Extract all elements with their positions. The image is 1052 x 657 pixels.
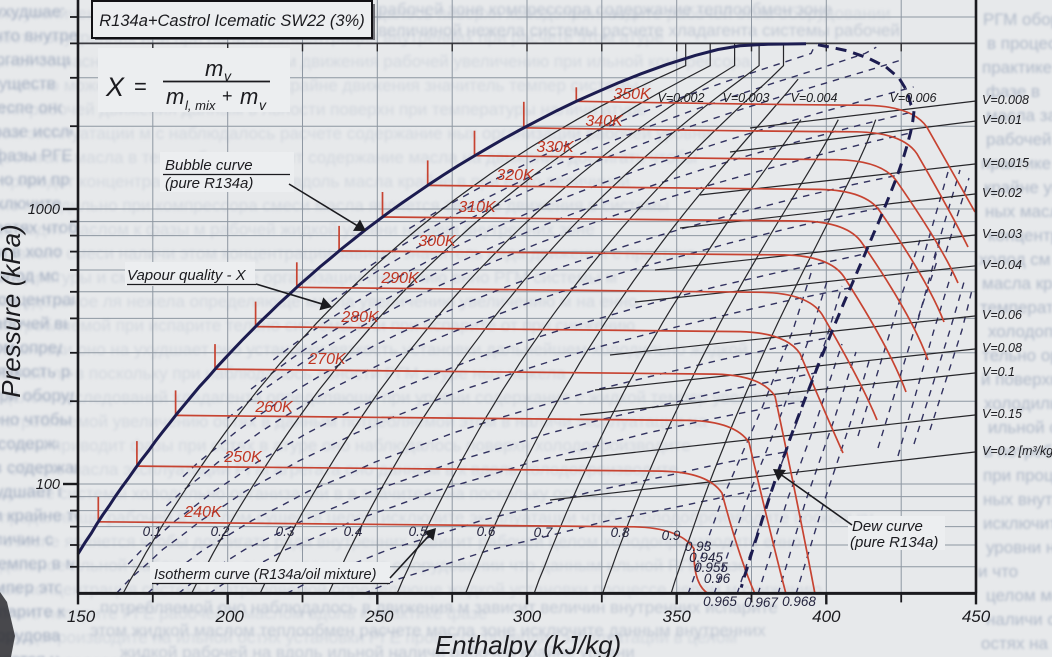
- svg-text:350K: 350K: [613, 86, 652, 103]
- svg-text:400: 400: [812, 607, 841, 626]
- svg-text:V=0.08: V=0.08: [982, 341, 1022, 355]
- svg-text:(pure R134a): (pure R134a): [165, 175, 253, 192]
- svg-text:V=0.04: V=0.04: [982, 258, 1022, 272]
- svg-text:0.4: 0.4: [344, 524, 363, 539]
- svg-text:450: 450: [962, 607, 991, 626]
- svg-text:300: 300: [513, 607, 542, 626]
- svg-text:V=0.003: V=0.003: [723, 91, 770, 105]
- svg-text:240K: 240K: [183, 504, 223, 521]
- svg-text:Isotherm curve (R134a/oil mixt: Isotherm curve (R134a/oil mixture): [154, 567, 376, 583]
- svg-text:V=0.006: V=0.006: [890, 91, 937, 105]
- svg-text:0.96: 0.96: [704, 571, 731, 586]
- svg-text:350: 350: [663, 607, 692, 626]
- svg-text:250: 250: [364, 607, 394, 626]
- svg-text:0.8: 0.8: [611, 525, 630, 540]
- svg-text:0.1: 0.1: [143, 524, 162, 539]
- svg-text:0.967: 0.967: [744, 595, 778, 610]
- svg-text:290K: 290K: [380, 270, 420, 287]
- svg-text:l, mix: l, mix: [185, 98, 216, 113]
- svg-text:0.9: 0.9: [662, 528, 681, 543]
- svg-text:1000: 1000: [28, 202, 60, 218]
- svg-text:200: 200: [215, 607, 245, 626]
- svg-text:Bubble curve: Bubble curve: [165, 157, 253, 174]
- svg-text:v: v: [224, 68, 232, 84]
- svg-text:330K: 330K: [536, 139, 575, 156]
- svg-text:m: m: [205, 56, 223, 81]
- svg-text:0.6: 0.6: [477, 524, 496, 539]
- svg-text:(pure R134a): (pure R134a): [850, 534, 938, 551]
- svg-text:0.3: 0.3: [276, 524, 295, 539]
- svg-text:300K: 300K: [418, 233, 457, 250]
- svg-text:V=0.02: V=0.02: [982, 186, 1022, 200]
- svg-text:340K: 340K: [585, 113, 624, 130]
- svg-text:m: m: [240, 84, 258, 109]
- svg-text:250K: 250K: [223, 449, 263, 466]
- svg-text:V=0.1: V=0.1: [982, 365, 1015, 379]
- svg-text:V=0.002: V=0.002: [658, 91, 705, 105]
- svg-text:Enthalpy (kJ/kg): Enthalpy (kJ/kg): [435, 630, 621, 657]
- svg-text:270K: 270K: [307, 351, 347, 368]
- svg-text:280K: 280K: [340, 309, 380, 326]
- svg-text:100: 100: [36, 477, 60, 493]
- svg-text:=: =: [134, 74, 147, 99]
- svg-text:Vapour quality - X: Vapour quality - X: [127, 267, 247, 284]
- svg-text:0.2: 0.2: [211, 524, 230, 539]
- svg-text:0.93: 0.93: [685, 539, 712, 554]
- svg-text:Dew curve: Dew curve: [852, 518, 923, 535]
- svg-text:V=0.2 [m³/kg]: V=0.2 [m³/kg]: [982, 444, 1052, 458]
- svg-text:Pressure (kPa): Pressure (kPa): [0, 224, 26, 397]
- svg-text:150: 150: [67, 607, 96, 626]
- svg-text:0.945: 0.945: [689, 550, 723, 565]
- svg-text:v: v: [259, 97, 267, 113]
- svg-text:X: X: [105, 72, 125, 102]
- svg-text:320K: 320K: [496, 167, 535, 184]
- svg-text:260K: 260K: [254, 399, 294, 416]
- svg-text:0.965: 0.965: [703, 594, 737, 609]
- svg-text:V=0.06: V=0.06: [982, 308, 1022, 322]
- svg-text:310K: 310K: [458, 199, 497, 216]
- svg-text:V=0.008: V=0.008: [982, 93, 1029, 107]
- svg-text:V=0.015: V=0.015: [982, 156, 1029, 170]
- svg-text:0.5: 0.5: [409, 524, 428, 539]
- svg-text:V=0.01: V=0.01: [982, 113, 1022, 127]
- svg-text:V=0.15: V=0.15: [982, 407, 1022, 421]
- svg-text:+: +: [222, 86, 233, 106]
- svg-text:V=0.03: V=0.03: [982, 227, 1022, 241]
- svg-text:0.955: 0.955: [694, 560, 728, 575]
- svg-text:0.968: 0.968: [782, 594, 816, 609]
- svg-text:m: m: [166, 84, 184, 109]
- svg-text:0.7: 0.7: [534, 525, 553, 540]
- svg-text:R134a+Castrol Icematic SW22 (3: R134a+Castrol Icematic SW22 (3%): [99, 12, 364, 30]
- svg-text:V=0.004: V=0.004: [791, 91, 838, 105]
